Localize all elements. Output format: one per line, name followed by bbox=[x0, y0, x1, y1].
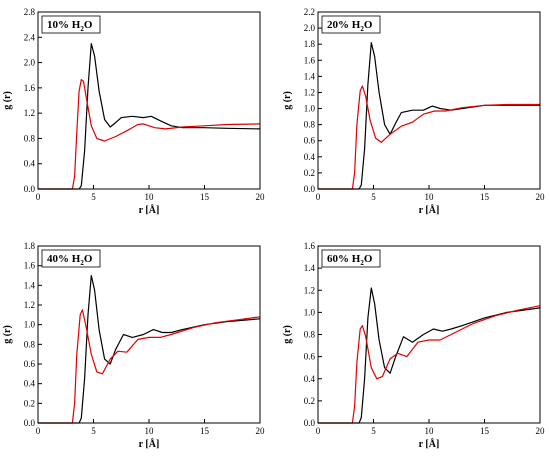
y-tick-label: 0.8 bbox=[304, 330, 316, 340]
y-tick-label: 0.8 bbox=[304, 120, 316, 130]
plot-frame bbox=[37, 245, 261, 424]
x-tick-label: 20 bbox=[536, 192, 546, 202]
x-tick-label: 0 bbox=[316, 192, 321, 202]
x-tick-label: 15 bbox=[200, 426, 210, 436]
y-tick-label: 1.8 bbox=[24, 241, 36, 251]
y-tick-label: 0.0 bbox=[24, 418, 36, 428]
y-tick-label: 1.0 bbox=[24, 320, 36, 330]
y-tick-label: 2.8 bbox=[24, 7, 36, 17]
y-tick-label: 0.8 bbox=[24, 339, 36, 349]
y-tick-label: 2.0 bbox=[24, 58, 36, 68]
x-tick-label: 5 bbox=[91, 426, 96, 436]
y-axis-label: g (r) bbox=[2, 91, 13, 110]
x-tick-label: 5 bbox=[91, 192, 96, 202]
series-line-2 bbox=[38, 79, 261, 190]
x-axis-label: r [Å] bbox=[139, 204, 160, 216]
plot-frame bbox=[37, 11, 261, 190]
panel-label: 20% H2O bbox=[327, 19, 373, 33]
x-tick-label: 15 bbox=[480, 426, 490, 436]
y-tick-label: 1.4 bbox=[304, 71, 316, 81]
y-axis-label: g (r) bbox=[282, 91, 293, 110]
x-tick-label: 15 bbox=[480, 192, 490, 202]
x-tick-label: 0 bbox=[36, 426, 41, 436]
panel-label-box bbox=[321, 15, 381, 34]
y-tick-label: 2.4 bbox=[24, 32, 36, 42]
y-tick-label: 1.2 bbox=[24, 108, 35, 118]
y-tick-label: 0.6 bbox=[24, 359, 36, 369]
y-tick-label: 0.6 bbox=[304, 136, 316, 146]
y-tick-label: 0.4 bbox=[24, 379, 36, 389]
panel-2: 0 5 10 15 20 0.0 0.2 0.4 0.6 0.8 1.0 1.2 1.4 1.6 1.8 2.… bbox=[282, 7, 545, 216]
y-tick-label: 0.6 bbox=[304, 352, 316, 362]
y-tick-label: 1.4 bbox=[304, 263, 316, 273]
y-tick-label: 0.0 bbox=[304, 418, 316, 428]
panel-1: 0 5 10 15 20 0.0 0.4 0.8 1.2 1.6 2.0 2.4 2.8 r [Å] g (… bbox=[2, 7, 265, 216]
x-axis-label: r [Å] bbox=[419, 438, 440, 450]
panel-label: 40% H2O bbox=[47, 253, 93, 267]
series-line-2 bbox=[318, 85, 540, 190]
y-tick-label: 1.0 bbox=[304, 307, 316, 317]
y-tick-label: 2.0 bbox=[304, 23, 316, 33]
x-tick-label: 20 bbox=[256, 426, 266, 436]
x-tick-label: 20 bbox=[256, 192, 266, 202]
series-line-1 bbox=[318, 42, 540, 190]
y-tick-label: 1.2 bbox=[24, 300, 35, 310]
panel-label-box bbox=[41, 15, 101, 34]
x-tick-label: 10 bbox=[425, 426, 435, 436]
series-line-2 bbox=[38, 309, 261, 424]
panel-label: 60% H2O bbox=[327, 253, 373, 267]
y-tick-label: 0.2 bbox=[304, 396, 315, 406]
x-axis-label: r [Å] bbox=[419, 204, 440, 216]
panel-4: 0 5 10 15 20 0.0 0.2 0.4 0.6 0.8 1.0 1.2 1.4 1.6 r [Å]… bbox=[282, 241, 545, 450]
y-tick-label: 1.2 bbox=[304, 87, 315, 97]
panel-label: 10% H2O bbox=[47, 19, 93, 33]
series-line-2 bbox=[318, 305, 541, 424]
x-tick-label: 0 bbox=[36, 192, 41, 202]
y-tick-label: 0.2 bbox=[24, 398, 35, 408]
y-tick-label: 0.8 bbox=[24, 133, 36, 143]
x-tick-label: 20 bbox=[536, 426, 546, 436]
y-tick-label: 0.0 bbox=[304, 184, 316, 194]
plot-frame bbox=[317, 245, 541, 424]
series-line-1 bbox=[318, 287, 541, 424]
y-tick-label: 1.6 bbox=[304, 55, 316, 65]
y-tick-label: 1.4 bbox=[24, 280, 36, 290]
series-line-1 bbox=[38, 274, 261, 424]
y-tick-label: 0.4 bbox=[304, 374, 316, 384]
panel-label-box bbox=[321, 249, 381, 268]
y-tick-label: 1.6 bbox=[24, 83, 36, 93]
y-tick-label: 1.0 bbox=[304, 104, 316, 114]
x-tick-label: 0 bbox=[316, 426, 321, 436]
y-tick-label: 1.6 bbox=[24, 261, 36, 271]
x-tick-label: 15 bbox=[200, 192, 210, 202]
panel-label-box bbox=[41, 249, 101, 268]
y-tick-label: 0.0 bbox=[24, 184, 36, 194]
x-axis-label: r [Å] bbox=[139, 438, 160, 450]
y-tick-label: 1.2 bbox=[304, 285, 315, 295]
x-tick-label: 10 bbox=[425, 192, 435, 202]
y-axis-label: g (r) bbox=[282, 325, 293, 344]
y-axis-label: g (r) bbox=[2, 325, 13, 344]
x-tick-label: 5 bbox=[371, 426, 376, 436]
plot-frame bbox=[317, 11, 541, 190]
y-tick-label: 0.4 bbox=[24, 159, 36, 169]
y-tick-label: 0.4 bbox=[304, 152, 316, 162]
x-tick-label: 10 bbox=[145, 426, 155, 436]
y-tick-label: 1.6 bbox=[304, 241, 316, 251]
x-tick-label: 10 bbox=[145, 192, 155, 202]
series-line-1 bbox=[38, 43, 261, 190]
y-tick-label: 1.8 bbox=[304, 39, 316, 49]
panel-3: 0 5 10 15 20 0.0 0.2 0.4 0.6 0.8 1.0 1.2 1.4 1.6 1.8 r … bbox=[2, 241, 265, 450]
y-tick-label: 0.2 bbox=[304, 168, 315, 178]
y-tick-label: 2.2 bbox=[304, 7, 315, 17]
x-tick-label: 5 bbox=[371, 192, 376, 202]
